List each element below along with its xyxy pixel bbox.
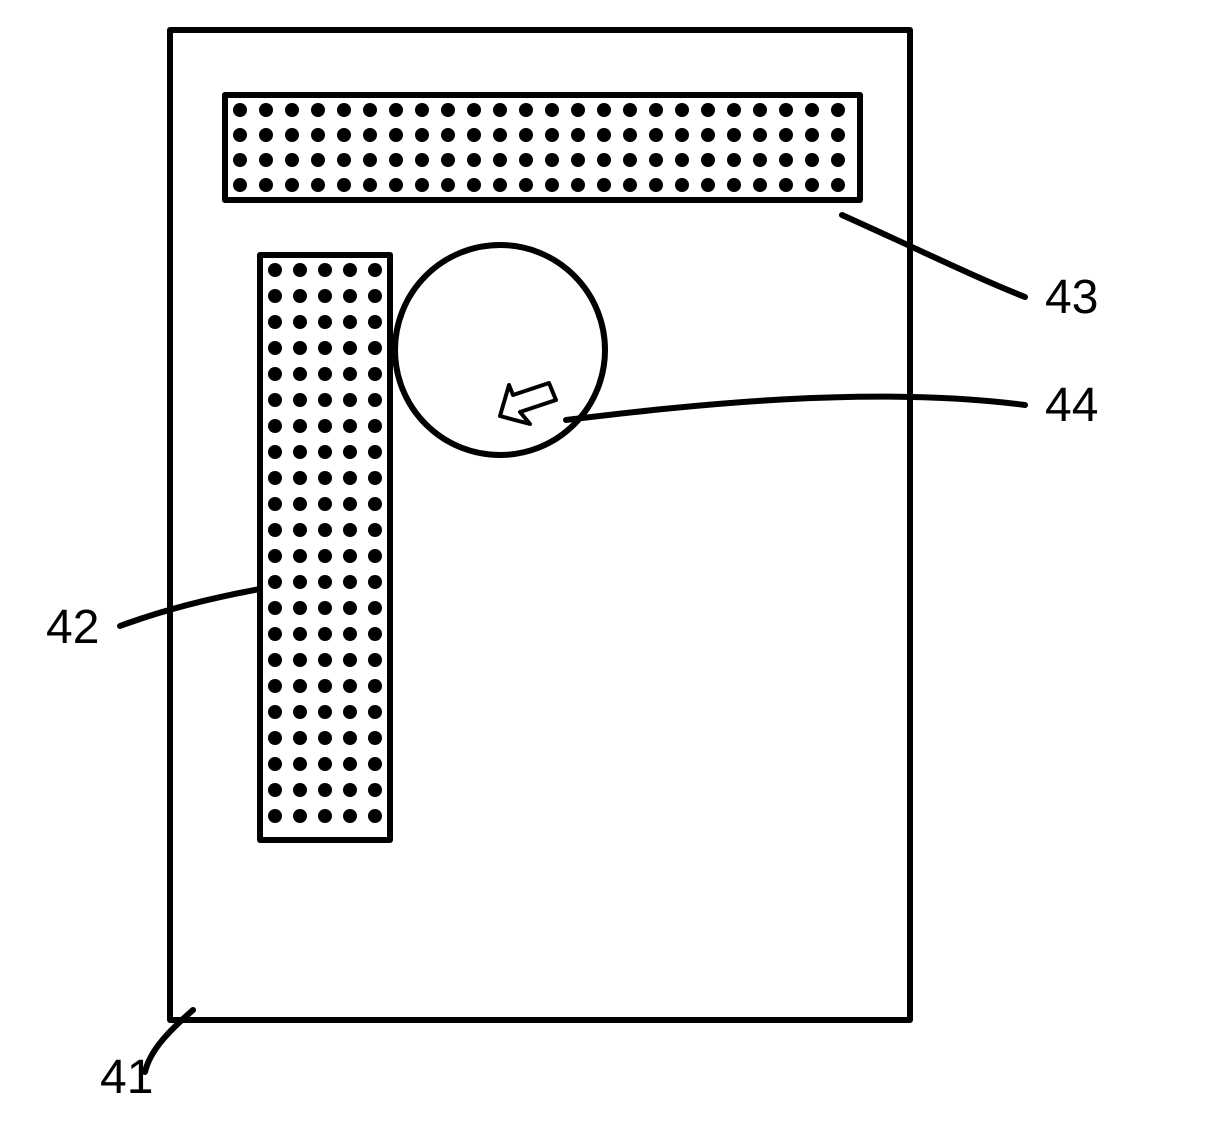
leader-to44 [566,397,1025,420]
top-bar-dots [233,103,845,192]
callout-label-43: 43 [1045,270,1098,325]
callout-label-42: 42 [46,600,99,655]
large-circle [395,245,605,455]
left-bar-dots [268,263,382,823]
leader-to43 [842,215,1025,297]
callout-label-44: 44 [1045,378,1098,433]
diagram-svg [0,0,1219,1122]
arrow-glyph-icon [500,383,556,424]
callout-label-41: 41 [100,1050,153,1105]
diagram-stage: 43 44 42 41 [0,0,1219,1122]
outer-frame [170,30,910,1020]
leader-to42 [120,589,260,626]
